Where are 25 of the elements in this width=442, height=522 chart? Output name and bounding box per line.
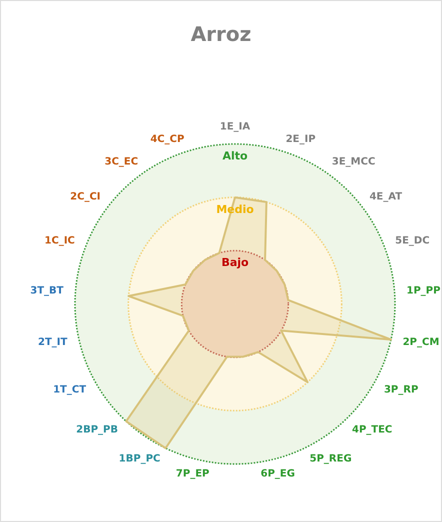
spoke-label: 2C_CI [70, 191, 101, 202]
y-tick-label: Bajo [221, 256, 250, 270]
spoke-label: 4E_AT [369, 191, 402, 202]
chart-title: Arroz [190, 22, 252, 46]
spoke-label: 1BP_PC [118, 453, 160, 464]
spoke-label: 3E_MCC [332, 156, 376, 168]
spoke-label: 5E_DC [395, 236, 430, 247]
y-tick-label: Alto [222, 150, 248, 162]
spoke-label: 4C_CP [150, 134, 184, 146]
spoke-label: 1C_IC [44, 236, 75, 247]
spoke-label: 2P_CM [402, 336, 440, 348]
spoke-label: 3P_RP [384, 384, 418, 396]
spoke-label: 7P_EP [176, 468, 210, 480]
y-tick-label: Medio [216, 202, 254, 216]
spoke-label: 5P_REG [310, 453, 352, 464]
spoke-label: 2BP_PB [76, 424, 118, 436]
spoke-label: 2E_IP [286, 134, 316, 146]
spoke-label: 1E_IA [220, 122, 250, 132]
spoke-label: 3T_BT [30, 286, 64, 297]
spoke-label: 4P_TEC [352, 424, 392, 436]
spoke-label: 1P_PP [406, 286, 440, 297]
spoke-label: 1T_CT [53, 384, 86, 396]
spoke-label: 6P_EG [260, 468, 295, 480]
spoke-label: 3C_EC [104, 156, 138, 168]
spoke-label: 2T_IT [38, 336, 68, 348]
